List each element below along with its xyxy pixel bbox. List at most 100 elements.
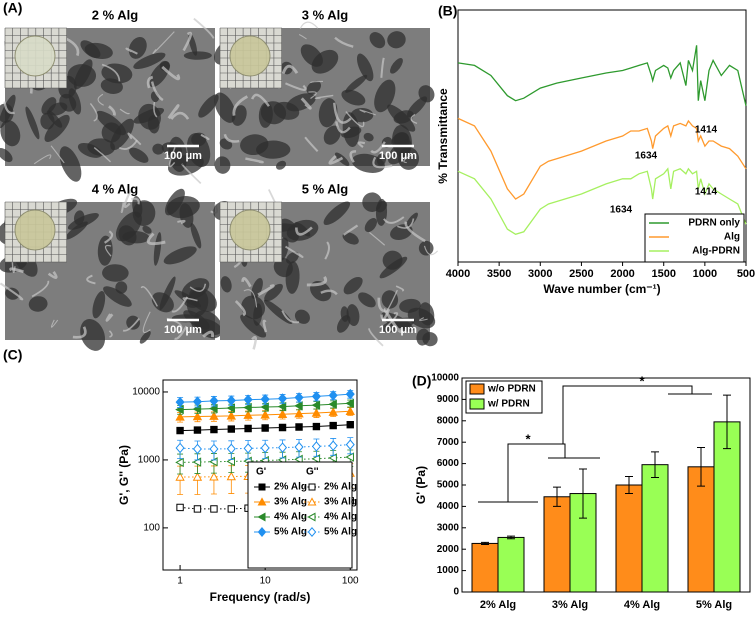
wall (304, 136, 319, 153)
wall (153, 101, 158, 118)
data-point (192, 443, 202, 455)
y-tick-label: 0 (453, 587, 459, 598)
wall (93, 147, 112, 163)
x-axis-label: Wave number (cm⁻¹) (543, 282, 660, 296)
error-bar (579, 468, 587, 519)
wall (11, 261, 16, 274)
pore (41, 97, 57, 115)
data-point (328, 440, 338, 451)
data-point (260, 410, 270, 419)
pore (350, 107, 374, 123)
data-point (277, 401, 287, 412)
wall (324, 241, 330, 260)
pore (273, 101, 300, 120)
data-point (244, 424, 252, 433)
spectrum-line (457, 45, 747, 106)
wall (298, 34, 307, 40)
pore (132, 196, 143, 218)
wall (383, 216, 405, 224)
wall (310, 80, 323, 84)
pore (214, 156, 231, 174)
data-point (227, 505, 236, 513)
panel-label: (A) (3, 0, 22, 16)
x-tick-label: 3000 (528, 268, 552, 280)
data-point (226, 395, 236, 406)
pore (398, 146, 420, 170)
wall (140, 286, 158, 307)
bar (615, 484, 643, 593)
pore (342, 232, 359, 245)
bar (687, 466, 715, 593)
pore (151, 292, 174, 313)
wall (285, 245, 304, 258)
pore (189, 287, 217, 312)
data-point (278, 442, 288, 453)
legend-title: G' (256, 467, 266, 478)
wall (423, 245, 439, 256)
wall (241, 277, 252, 288)
wall (335, 121, 351, 134)
data-point (243, 410, 253, 419)
pore (263, 299, 293, 325)
wall (118, 139, 138, 150)
legend-label: 5% Alg (274, 527, 307, 538)
wall (50, 145, 65, 164)
wall (202, 330, 215, 338)
wall (380, 57, 385, 78)
wall (404, 221, 426, 243)
data-point (277, 409, 288, 418)
pore (345, 74, 368, 93)
data-point (226, 443, 236, 455)
pore (275, 160, 287, 170)
y-tick-label: 9000 (437, 394, 460, 405)
x-tick-label: 10 (260, 576, 272, 587)
bar (471, 542, 499, 593)
data-point (328, 399, 337, 409)
pore (379, 256, 408, 279)
pore (28, 296, 48, 312)
pore (103, 286, 132, 307)
pore (363, 132, 374, 142)
wall (152, 31, 175, 54)
sem-title: 5 % Alg (302, 181, 349, 196)
spectrum-line (457, 117, 747, 200)
data-point (294, 401, 303, 411)
wall (200, 133, 210, 141)
legend-label: w/ PDRN (487, 399, 530, 410)
pore (59, 93, 77, 112)
wall (101, 63, 121, 82)
data-point (311, 454, 321, 464)
pore (323, 201, 351, 226)
data-point (176, 503, 184, 512)
pore (286, 251, 299, 264)
legend-swatch (469, 398, 485, 410)
wall (251, 335, 258, 350)
data-point (243, 402, 252, 413)
pore (364, 218, 378, 233)
wall (120, 202, 125, 214)
wall (232, 95, 249, 116)
data-point (209, 403, 218, 414)
bar (497, 536, 525, 593)
pore (240, 134, 269, 156)
data-point (193, 426, 202, 434)
peak-label: 1634 (635, 151, 658, 162)
wall (189, 283, 207, 292)
data-point (226, 403, 236, 413)
wall (285, 82, 307, 91)
data-point (209, 443, 219, 455)
wall (89, 102, 98, 122)
pore (97, 235, 113, 266)
pore (318, 98, 338, 128)
pore (405, 212, 418, 229)
error-bar (697, 447, 705, 487)
gel-disc (14, 209, 56, 251)
data-point (345, 452, 354, 462)
x-tick-label: 1000 (693, 268, 717, 280)
pore (285, 261, 300, 294)
data-point (175, 442, 185, 454)
pore (390, 58, 403, 74)
wall (395, 285, 405, 292)
data-point (311, 441, 321, 452)
